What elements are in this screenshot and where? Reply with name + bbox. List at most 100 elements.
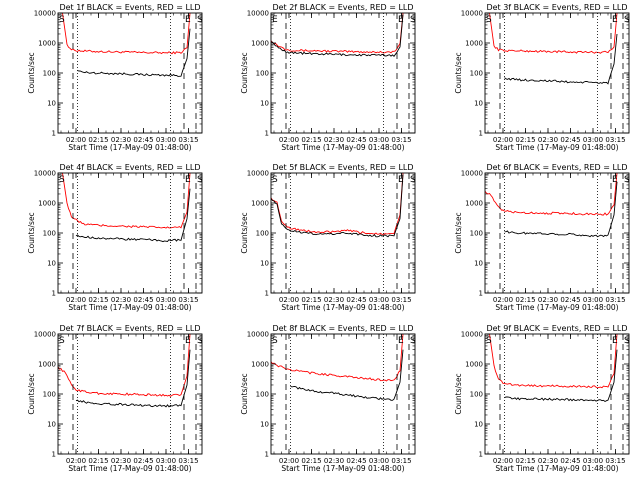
x-tick-label: 02:30	[111, 296, 131, 304]
y-tick-label: 10	[47, 260, 56, 268]
y-tick-label: 1000	[465, 40, 483, 48]
y-tick-label: 1000	[251, 200, 269, 208]
y-axis-label: Counts/sec	[240, 52, 249, 93]
x-tick-label: 02:30	[111, 136, 131, 144]
marker-label: S	[624, 175, 630, 185]
x-tick-label: 02:15	[515, 457, 535, 465]
x-tick-label: 03:15	[605, 136, 625, 144]
x-tick-label: 02:30	[111, 457, 131, 465]
panel-title: Det 1f BLACK = Events, RED = LLD	[59, 3, 200, 12]
y-tick-label: 1	[265, 451, 269, 459]
y-tick-label: 1	[52, 451, 56, 459]
plot-frame	[57, 12, 203, 134]
x-tick-label: 02:00	[279, 457, 299, 465]
y-tick-label: 10	[260, 421, 269, 429]
plot-frame	[484, 12, 630, 134]
y-tick-label: 1	[52, 290, 56, 298]
panel-title: Det 9f BLACK = Events, RED = LLD	[486, 324, 627, 333]
marker-label: S	[59, 175, 65, 185]
marker-label: E	[185, 336, 191, 346]
y-tick-label: 10	[474, 100, 483, 108]
marker-label: E	[612, 175, 618, 185]
x-tick-label: 03:00	[369, 296, 389, 304]
y-tick-label: 1000	[251, 361, 269, 369]
x-tick-label: 02:00	[493, 457, 513, 465]
y-tick-label: 100	[470, 70, 483, 78]
y-tick-label: 1000	[465, 361, 483, 369]
x-tick-label: 02:00	[493, 296, 513, 304]
x-tick-label: 03:00	[156, 136, 176, 144]
y-axis-label: Counts/sec	[27, 373, 36, 414]
x-tick-label: 03:00	[156, 296, 176, 304]
marker-label: E	[185, 15, 191, 25]
y-tick-label: 10	[474, 260, 483, 268]
x-axis-label: Start Time (17-May-09 01:48:00)	[68, 303, 191, 312]
marker-label: E	[612, 15, 618, 25]
y-tick-label: 1000	[38, 40, 56, 48]
x-tick-label: 02:30	[324, 296, 344, 304]
y-tick-label: 10	[260, 100, 269, 108]
y-tick-label: 1	[52, 130, 56, 138]
y-tick-label: 1000	[465, 200, 483, 208]
series-lld-det-1	[62, 13, 191, 55]
panel-title: Det 4f BLACK = Events, RED = LLD	[59, 163, 200, 172]
series-events-det-1	[77, 28, 191, 77]
marker-label: S	[486, 15, 492, 25]
plot-frame	[270, 12, 416, 134]
marker-label: E	[398, 175, 404, 185]
marker-label: S	[272, 336, 278, 346]
x-tick-label: 03:15	[605, 457, 625, 465]
x-tick-label: 02:00	[66, 136, 86, 144]
x-tick-label: 03:15	[178, 296, 198, 304]
series-events-det-6	[504, 181, 618, 238]
x-axis-label: Start Time (17-May-09 01:48:00)	[281, 303, 404, 312]
x-tick-label: 03:15	[391, 457, 411, 465]
x-tick-label: 03:00	[583, 296, 603, 304]
x-tick-label: 02:30	[324, 136, 344, 144]
y-tick-label: 10000	[461, 331, 483, 339]
series-lld-det-8	[271, 334, 404, 382]
panel-title: Det 5f BLACK = Events, RED = LLD	[272, 163, 413, 172]
series-events-det-7	[75, 349, 191, 408]
series-lld-det-3	[489, 13, 618, 54]
plot-frame	[484, 333, 630, 455]
marker-label: S	[197, 15, 203, 25]
y-tick-label: 100	[470, 391, 483, 399]
plot-frame	[484, 172, 630, 294]
x-tick-label: 02:30	[538, 136, 558, 144]
y-tick-label: 1	[479, 451, 483, 459]
x-axis-label: Start Time (17-May-09 01:48:00)	[495, 143, 618, 152]
marker-label: S	[197, 175, 203, 185]
x-tick-label: 03:15	[605, 296, 625, 304]
marker-label: S	[410, 15, 416, 25]
y-tick-label: 10000	[461, 10, 483, 18]
x-tick-label: 02:00	[66, 457, 86, 465]
x-tick-label: 02:15	[88, 457, 108, 465]
y-axis-label: Counts/sec	[454, 212, 463, 253]
marker-label: S	[624, 15, 630, 25]
y-tick-label: 10000	[247, 170, 269, 178]
panel-title: Det 8f BLACK = Events, RED = LLD	[272, 324, 413, 333]
x-tick-label: 02:45	[346, 457, 366, 465]
series-lld-det-5	[271, 173, 404, 235]
x-tick-label: 03:00	[583, 457, 603, 465]
y-tick-label: 100	[43, 230, 56, 238]
plot-frame	[270, 172, 416, 294]
x-tick-label: 02:00	[493, 136, 513, 144]
series-lld-det-2	[271, 13, 404, 54]
y-tick-label: 100	[43, 70, 56, 78]
x-tick-label: 02:45	[346, 296, 366, 304]
series-events-det-5	[271, 174, 404, 238]
y-tick-label: 1	[479, 290, 483, 298]
panel-det-6: E S Det 6f BLACK = Events, RED = LLD 1 10 100…	[454, 163, 630, 312]
x-tick-label: 03:15	[391, 296, 411, 304]
series-lld-det-6	[485, 173, 618, 216]
series-lld-det-7	[58, 334, 191, 397]
x-tick-label: 03:00	[369, 136, 389, 144]
